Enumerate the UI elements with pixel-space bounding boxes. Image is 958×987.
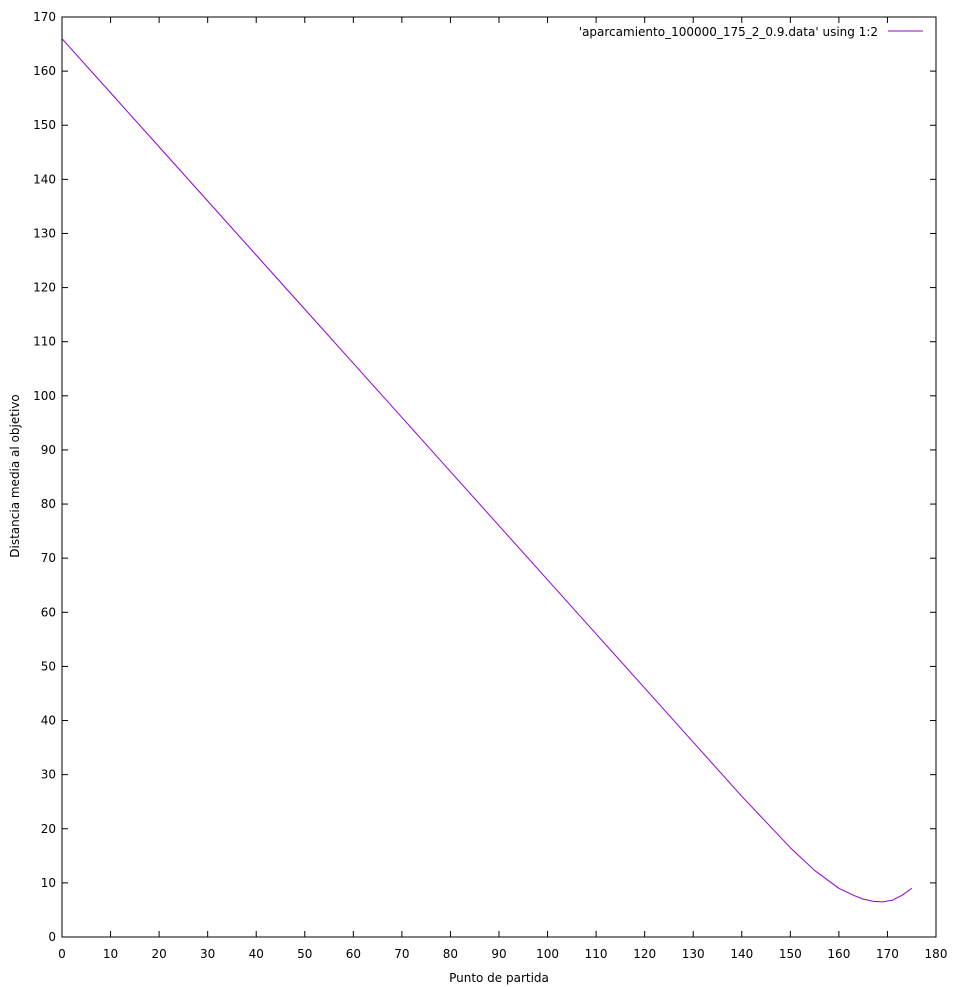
x-tick-label: 20 <box>151 947 166 961</box>
x-tick-label: 110 <box>585 947 608 961</box>
x-tick-label: 70 <box>394 947 409 961</box>
y-tick-label: 60 <box>41 605 56 619</box>
x-tick-label: 10 <box>103 947 118 961</box>
y-tick-label: 150 <box>33 118 56 132</box>
x-axis-label: Punto de partida <box>449 971 549 985</box>
x-tick-label: 50 <box>297 947 312 961</box>
legend: 'aparcamiento_100000_175_2_0.9.data' usi… <box>579 25 923 39</box>
plot-frame <box>61 16 937 938</box>
x-tick-label: 90 <box>491 947 506 961</box>
y-tick-label: 170 <box>33 10 56 24</box>
y-tick-label: 80 <box>41 497 56 511</box>
x-tick-label: 120 <box>633 947 656 961</box>
y-tick-label: 10 <box>41 876 56 890</box>
x-tick-label: 150 <box>779 947 802 961</box>
x-tick-label: 0 <box>58 947 66 961</box>
x-tick-label: 80 <box>443 947 458 961</box>
x-tick-label: 130 <box>682 947 705 961</box>
y-tick-label: 30 <box>41 768 56 782</box>
y-tick-labels: 0 10 20 30 40 50 60 70 80 90 100 110 120 130 140 150 160… <box>33 10 56 944</box>
y-tick-label: 0 <box>48 930 56 944</box>
y-tick-label: 120 <box>33 281 56 295</box>
series-layer <box>61 38 913 903</box>
y-tick-label: 50 <box>41 659 56 673</box>
x-tick-labels: 0 10 20 30 40 50 60 70 80 90 100 110 120 130 140 150 160… <box>58 947 947 961</box>
y-tick-label: 70 <box>41 551 56 565</box>
series-line-0 <box>61 38 913 903</box>
y-axis-label: Distancia media al objetivo <box>8 394 22 557</box>
x-tick-label: 40 <box>249 947 264 961</box>
legend-label: 'aparcamiento_100000_175_2_0.9.data' usi… <box>579 25 878 39</box>
y-tick-label: 160 <box>33 64 56 78</box>
x-tick-label: 30 <box>200 947 215 961</box>
y-tick-label: 40 <box>41 714 56 728</box>
y-tick-label: 100 <box>33 389 56 403</box>
x-tick-label: 60 <box>346 947 361 961</box>
x-tick-label: 170 <box>876 947 899 961</box>
y-tick-label: 20 <box>41 822 56 836</box>
y-tick-label: 130 <box>33 226 56 240</box>
tick-marks <box>61 16 937 938</box>
x-tick-label: 180 <box>925 947 948 961</box>
x-tick-label: 140 <box>730 947 753 961</box>
y-tick-label: 110 <box>33 335 56 349</box>
y-tick-label: 140 <box>33 172 56 186</box>
x-tick-label: 160 <box>827 947 850 961</box>
y-tick-label: 90 <box>41 443 56 457</box>
x-tick-label: 100 <box>536 947 559 961</box>
